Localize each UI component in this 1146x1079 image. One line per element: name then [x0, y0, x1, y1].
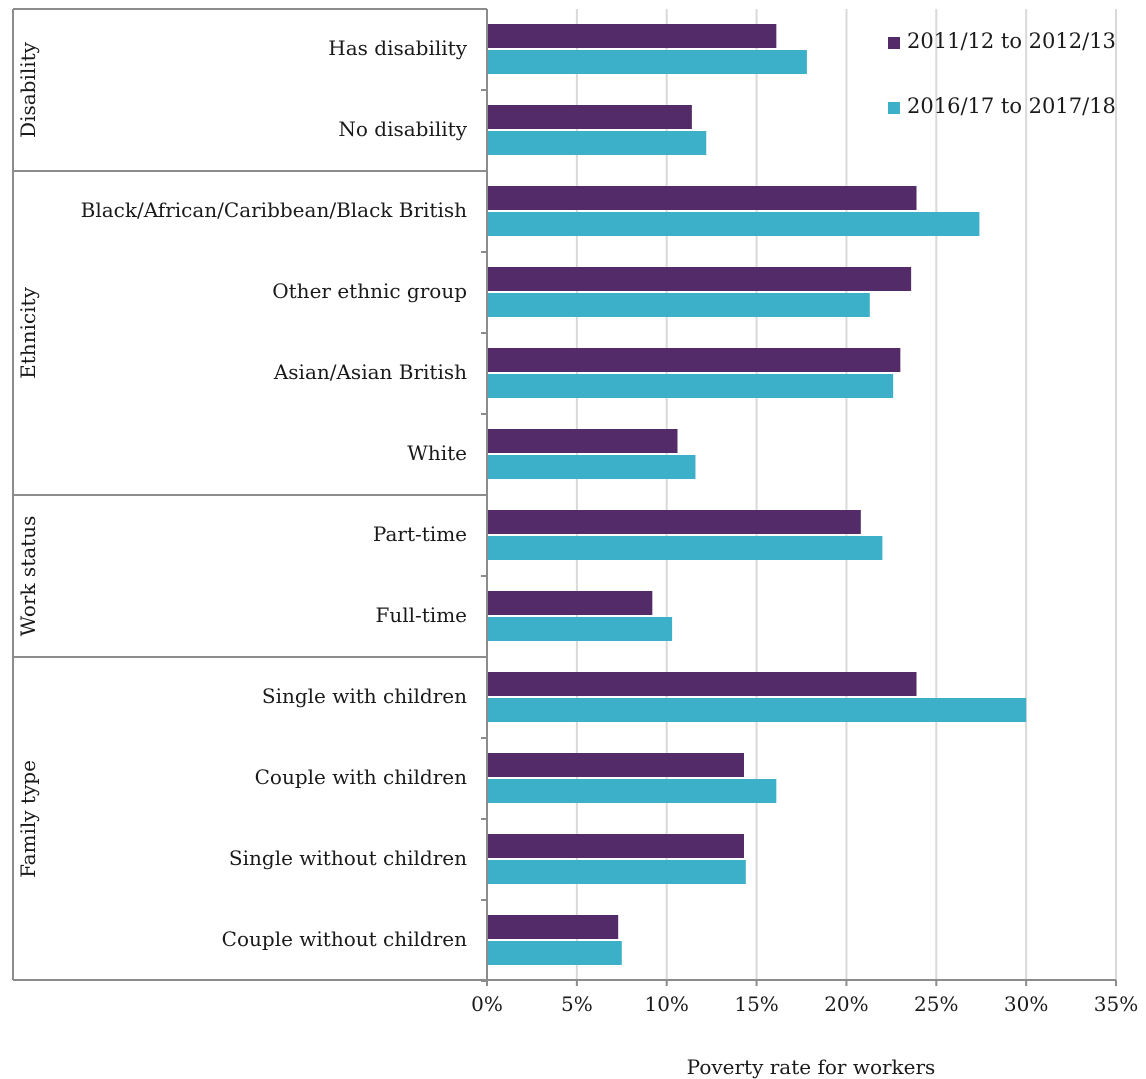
bar-series-1	[487, 105, 692, 129]
group-labels: Disability Ethnicity Work status Family typ…	[16, 41, 40, 878]
x-tick-label: 0%	[471, 992, 503, 1016]
axes-and-dividers	[12, 8, 1117, 986]
group-label: Ethnicity	[16, 286, 40, 378]
category-label: No disability	[338, 117, 467, 141]
category-label: Black/African/Caribbean/Black British	[81, 198, 467, 222]
bar-series-2	[487, 50, 807, 74]
bar-series-2	[487, 293, 870, 317]
x-tick-label: 35%	[1094, 992, 1138, 1016]
legend-label: 2011/12 to 2012/13	[907, 29, 1116, 53]
bar-series-1	[487, 915, 619, 939]
x-tick-label: 30%	[1004, 992, 1048, 1016]
x-tick-labels: 0% 5% 10% 15% 20% 25% 30% 35%	[471, 992, 1138, 1016]
bar-series-2	[487, 860, 746, 884]
legend-label: 2016/17 to 2017/18	[907, 94, 1116, 118]
category-label: Single with children	[262, 684, 467, 708]
bar-series-1	[487, 834, 744, 858]
bars	[487, 24, 1027, 965]
category-label: Other ethnic group	[272, 279, 467, 303]
bar-series-2	[487, 536, 883, 560]
bar-series-1	[487, 267, 912, 291]
bar-series-2	[487, 941, 622, 965]
bar-series-2	[487, 455, 696, 479]
bar-series-2	[487, 374, 894, 398]
x-tick-label: 5%	[561, 992, 593, 1016]
group-label: Work status	[16, 516, 40, 637]
x-tick-label: 20%	[824, 992, 868, 1016]
bar-series-2	[487, 779, 777, 803]
x-tick-label: 25%	[914, 992, 958, 1016]
category-label: Couple with children	[255, 765, 467, 789]
bar-series-2	[487, 212, 980, 236]
x-tick-label: 15%	[734, 992, 778, 1016]
x-axis-title: Poverty rate for workers	[687, 1055, 936, 1079]
gridlines	[575, 9, 1117, 980]
bar-series-1	[487, 348, 901, 372]
category-label: Couple without children	[222, 927, 467, 951]
category-label: Part-time	[373, 522, 467, 546]
bar-series-1	[487, 510, 861, 534]
bar-series-2	[487, 617, 673, 641]
bar-series-1	[487, 429, 678, 453]
category-label: Asian/Asian British	[273, 360, 467, 384]
category-label: White	[407, 441, 467, 465]
bar-series-1	[487, 672, 917, 696]
legend: 2011/12 to 2012/13 2016/17 to 2017/18	[888, 29, 1116, 118]
x-tick-label: 10%	[644, 992, 688, 1016]
category-labels: Has disability No disability Black/African…	[81, 36, 468, 951]
bar-series-1	[487, 591, 653, 615]
bar-series-1	[487, 24, 777, 48]
category-label: Full-time	[375, 603, 467, 627]
bar-series-1	[487, 753, 744, 777]
bar-series-1	[487, 186, 917, 210]
category-label: Has disability	[328, 36, 467, 60]
category-label: Single without children	[229, 846, 467, 870]
bar-series-2	[487, 698, 1027, 722]
legend-swatch	[888, 37, 900, 49]
group-label: Disability	[16, 41, 40, 138]
group-label: Family type	[16, 760, 40, 878]
bar-series-2	[487, 131, 707, 155]
legend-swatch	[888, 102, 900, 114]
